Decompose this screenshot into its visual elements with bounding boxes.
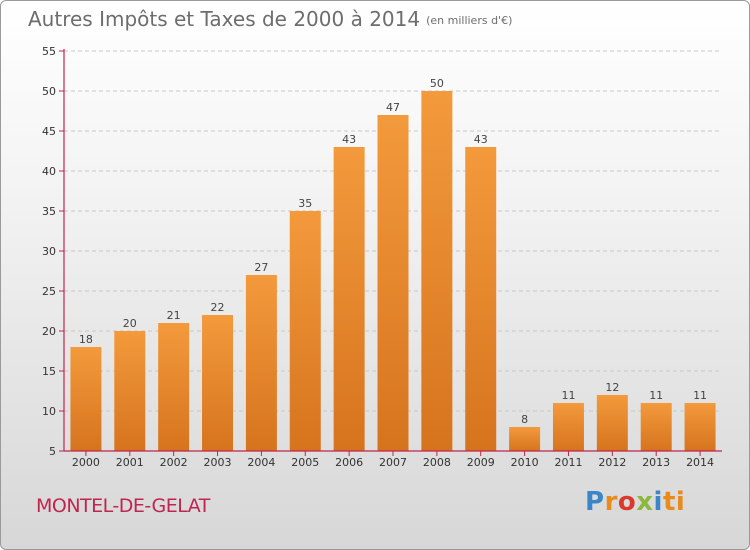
bar [640, 403, 672, 451]
bar-value-label: 18 [79, 333, 93, 346]
x-tick-label: 2009 [467, 456, 495, 469]
bar [333, 147, 365, 451]
x-tick-label: 2001 [116, 456, 144, 469]
logo-letter: r [604, 487, 618, 517]
commune-name: MONTEL-DE-GELAT [36, 495, 210, 517]
y-tick-label: 20 [42, 325, 56, 338]
proxiti-logo: Proxiti [585, 487, 685, 517]
x-tick-label: 2002 [160, 456, 188, 469]
y-tick-label: 50 [42, 85, 56, 98]
bar [202, 315, 234, 451]
bar [509, 427, 541, 451]
x-tick-label: 2005 [291, 456, 319, 469]
y-tick-label: 5 [49, 445, 56, 458]
x-tick-label: 2011 [554, 456, 582, 469]
x-tick-label: 2004 [247, 456, 275, 469]
y-tick-label: 55 [42, 45, 56, 58]
bar-value-label: 11 [693, 389, 707, 402]
bar [596, 395, 628, 451]
bar [245, 275, 277, 451]
bar [158, 323, 190, 451]
logo-letter: i [653, 487, 663, 517]
x-tick-label: 2006 [335, 456, 363, 469]
x-tick-label: 2007 [379, 456, 407, 469]
bar [114, 331, 146, 451]
y-tick-label: 15 [42, 365, 56, 378]
bar-value-label: 43 [342, 133, 356, 146]
bar [289, 211, 321, 451]
bar-value-label: 20 [123, 317, 137, 330]
chart-title: Autres Impôts et Taxes de 2000 à 2014 (en… [28, 7, 512, 31]
x-tick-label: 2008 [423, 456, 451, 469]
logo-letter: P [585, 487, 605, 517]
bar-value-label: 11 [649, 389, 663, 402]
x-tick-label: 2003 [204, 456, 232, 469]
y-tick-label: 45 [42, 125, 56, 138]
bar-value-label: 50 [430, 77, 444, 90]
y-tick-label: 40 [42, 165, 56, 178]
bar-value-label: 43 [474, 133, 488, 146]
x-tick-label: 2000 [72, 456, 100, 469]
bar [377, 115, 409, 451]
x-tick-label: 2010 [511, 456, 539, 469]
bar-value-label: 35 [298, 197, 312, 210]
x-tick-label: 2014 [686, 456, 714, 469]
bar-value-label: 8 [521, 413, 528, 426]
logo-letter: ti [662, 487, 686, 517]
bar [465, 147, 497, 451]
bar-value-label: 11 [561, 389, 575, 402]
y-tick-label: 35 [42, 205, 56, 218]
chart-subtitle: (en milliers d'€) [426, 14, 513, 27]
bar [70, 347, 102, 451]
bar-value-label: 27 [254, 261, 268, 274]
bar [684, 403, 716, 451]
x-tick-label: 2012 [598, 456, 626, 469]
bar [421, 91, 453, 451]
y-tick-label: 10 [42, 405, 56, 418]
logo-letter: x [636, 487, 654, 517]
y-tick-label: 25 [42, 285, 56, 298]
bar-value-label: 21 [167, 309, 181, 322]
x-tick-label: 2013 [642, 456, 670, 469]
logo-letter: o [617, 487, 637, 517]
chart-title-text: Autres Impôts et Taxes de 2000 à 2014 [28, 7, 421, 31]
bar-value-label: 22 [211, 301, 225, 314]
bar [552, 403, 584, 451]
bar-value-label: 47 [386, 101, 400, 114]
y-tick-label: 30 [42, 245, 56, 258]
bar-value-label: 12 [605, 381, 619, 394]
